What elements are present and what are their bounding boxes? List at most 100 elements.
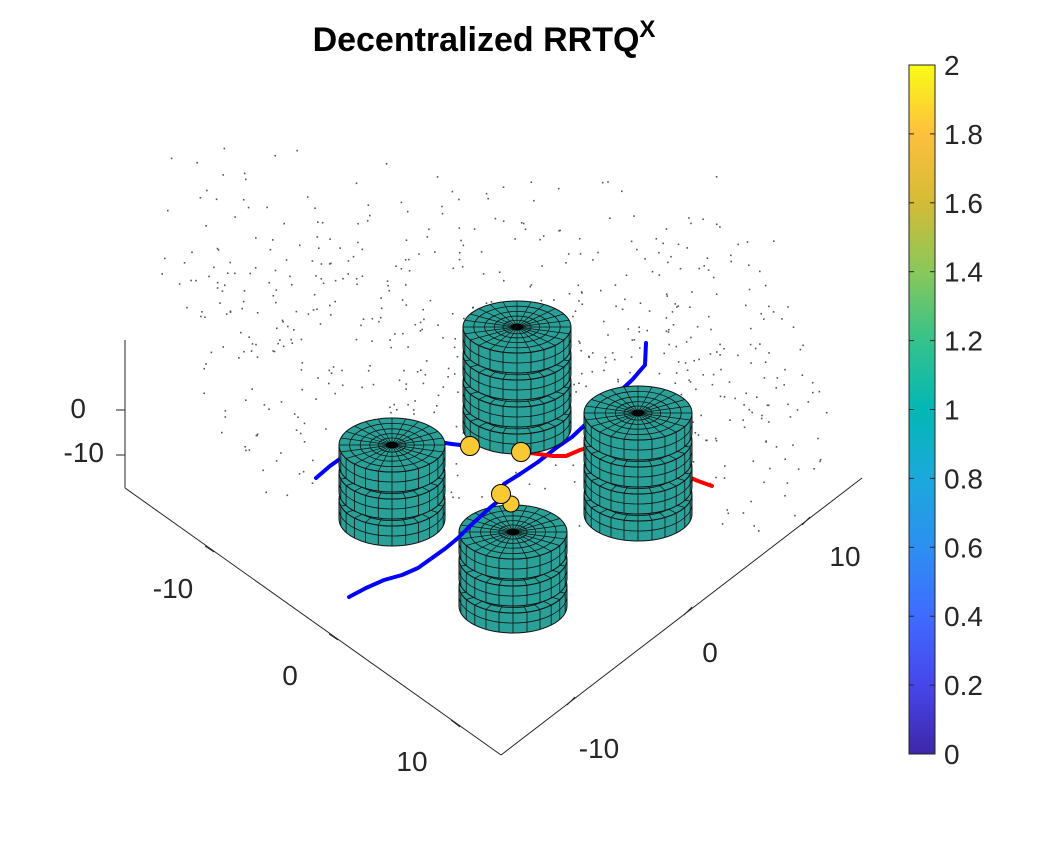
sample-point: [274, 269, 277, 272]
sample-point: [371, 340, 373, 342]
sample-point: [627, 328, 630, 330]
sample-point: [407, 403, 409, 406]
sample-point: [605, 361, 607, 364]
y-tick-labels: -10 0 10: [579, 541, 861, 764]
y-axis-line: [500, 477, 863, 756]
sample-point: [485, 302, 488, 304]
sample-point: [286, 494, 289, 497]
sample-point: [588, 356, 590, 358]
sample-point: [533, 199, 535, 202]
sample-point: [200, 315, 202, 318]
agents: [460, 436, 531, 513]
sample-point: [520, 222, 523, 224]
sample-point: [398, 379, 401, 382]
sample-point: [361, 386, 363, 389]
sample-point: [216, 287, 219, 289]
axes-box: [116, 340, 863, 756]
sample-point: [378, 320, 380, 323]
sample-point: [249, 272, 251, 275]
agent-2: [511, 442, 531, 462]
sample-point: [638, 331, 641, 333]
sample-point: [697, 434, 700, 436]
sample-point: [455, 463, 458, 465]
paths-front: [347, 498, 502, 599]
sample-point: [283, 222, 285, 225]
sample-point: [462, 244, 465, 247]
sample-point: [367, 204, 370, 206]
sample-point: [675, 372, 678, 374]
obstacles: [338, 300, 693, 634]
sample-point: [787, 306, 789, 308]
sample-point: [291, 284, 293, 286]
sample-point: [707, 269, 710, 271]
sample-point: [320, 263, 323, 265]
sample-point: [367, 369, 370, 372]
sample-point: [766, 404, 769, 407]
sample-point: [629, 371, 631, 374]
sample-point: [711, 383, 714, 386]
sample-point: [390, 411, 392, 414]
sample-point: [268, 408, 270, 410]
sample-point: [658, 251, 660, 254]
sample-point: [242, 300, 245, 303]
sample-point: [441, 205, 443, 208]
sample-point: [759, 343, 761, 345]
sample-point: [396, 408, 398, 411]
sample-point: [514, 238, 516, 240]
sample-point: [742, 419, 744, 421]
sample-point: [750, 500, 752, 503]
sample-point: [665, 228, 668, 230]
sample-point: [825, 412, 828, 414]
sample-point: [633, 339, 636, 341]
sample-point: [611, 352, 614, 354]
sample-point: [458, 198, 460, 201]
sample-point: [581, 372, 583, 375]
sample-point: [301, 362, 304, 364]
sample-point: [195, 279, 197, 282]
sample-point: [442, 337, 444, 339]
sample-point: [334, 279, 337, 282]
agent-1: [460, 436, 480, 456]
sample-point: [223, 147, 226, 150]
sample-point: [405, 284, 407, 286]
sample-point: [750, 327, 752, 330]
sample-point: [281, 319, 284, 322]
sample-point: [796, 409, 799, 411]
sample-point: [251, 388, 253, 390]
sample-point: [311, 260, 314, 262]
sample-point: [663, 352, 665, 355]
colorbar-tick-label: 2: [944, 50, 960, 81]
sample-point: [321, 221, 324, 224]
sample-point: [726, 509, 729, 511]
sample-point: [646, 329, 648, 332]
path-blue-front: [347, 498, 502, 599]
sample-point: [429, 299, 432, 302]
sample-point: [787, 403, 789, 406]
sample-point: [487, 197, 489, 200]
sample-point: [728, 381, 731, 383]
sample-point: [453, 346, 456, 349]
sample-point: [425, 360, 428, 362]
obstacle-pole: [632, 409, 644, 417]
sample-point: [371, 317, 374, 320]
sample-point: [262, 469, 264, 472]
sample-point: [490, 301, 493, 303]
sample-point: [753, 525, 755, 527]
sample-point: [727, 512, 730, 515]
sample-point: [178, 283, 181, 285]
sample-point: [745, 392, 747, 395]
sample-point: [224, 416, 227, 418]
sample-point: [255, 343, 257, 346]
sample-point: [313, 293, 316, 296]
sample-point: [390, 346, 392, 349]
sample-point: [339, 247, 341, 249]
sample-point: [644, 258, 646, 260]
sample-point: [607, 181, 609, 183]
sample-point: [456, 474, 459, 477]
sample-point: [203, 392, 205, 395]
sample-point: [763, 481, 765, 484]
sample-point: [380, 316, 382, 319]
sample-point: [706, 439, 708, 442]
sample-point: [407, 346, 409, 348]
sample-point: [557, 187, 560, 190]
